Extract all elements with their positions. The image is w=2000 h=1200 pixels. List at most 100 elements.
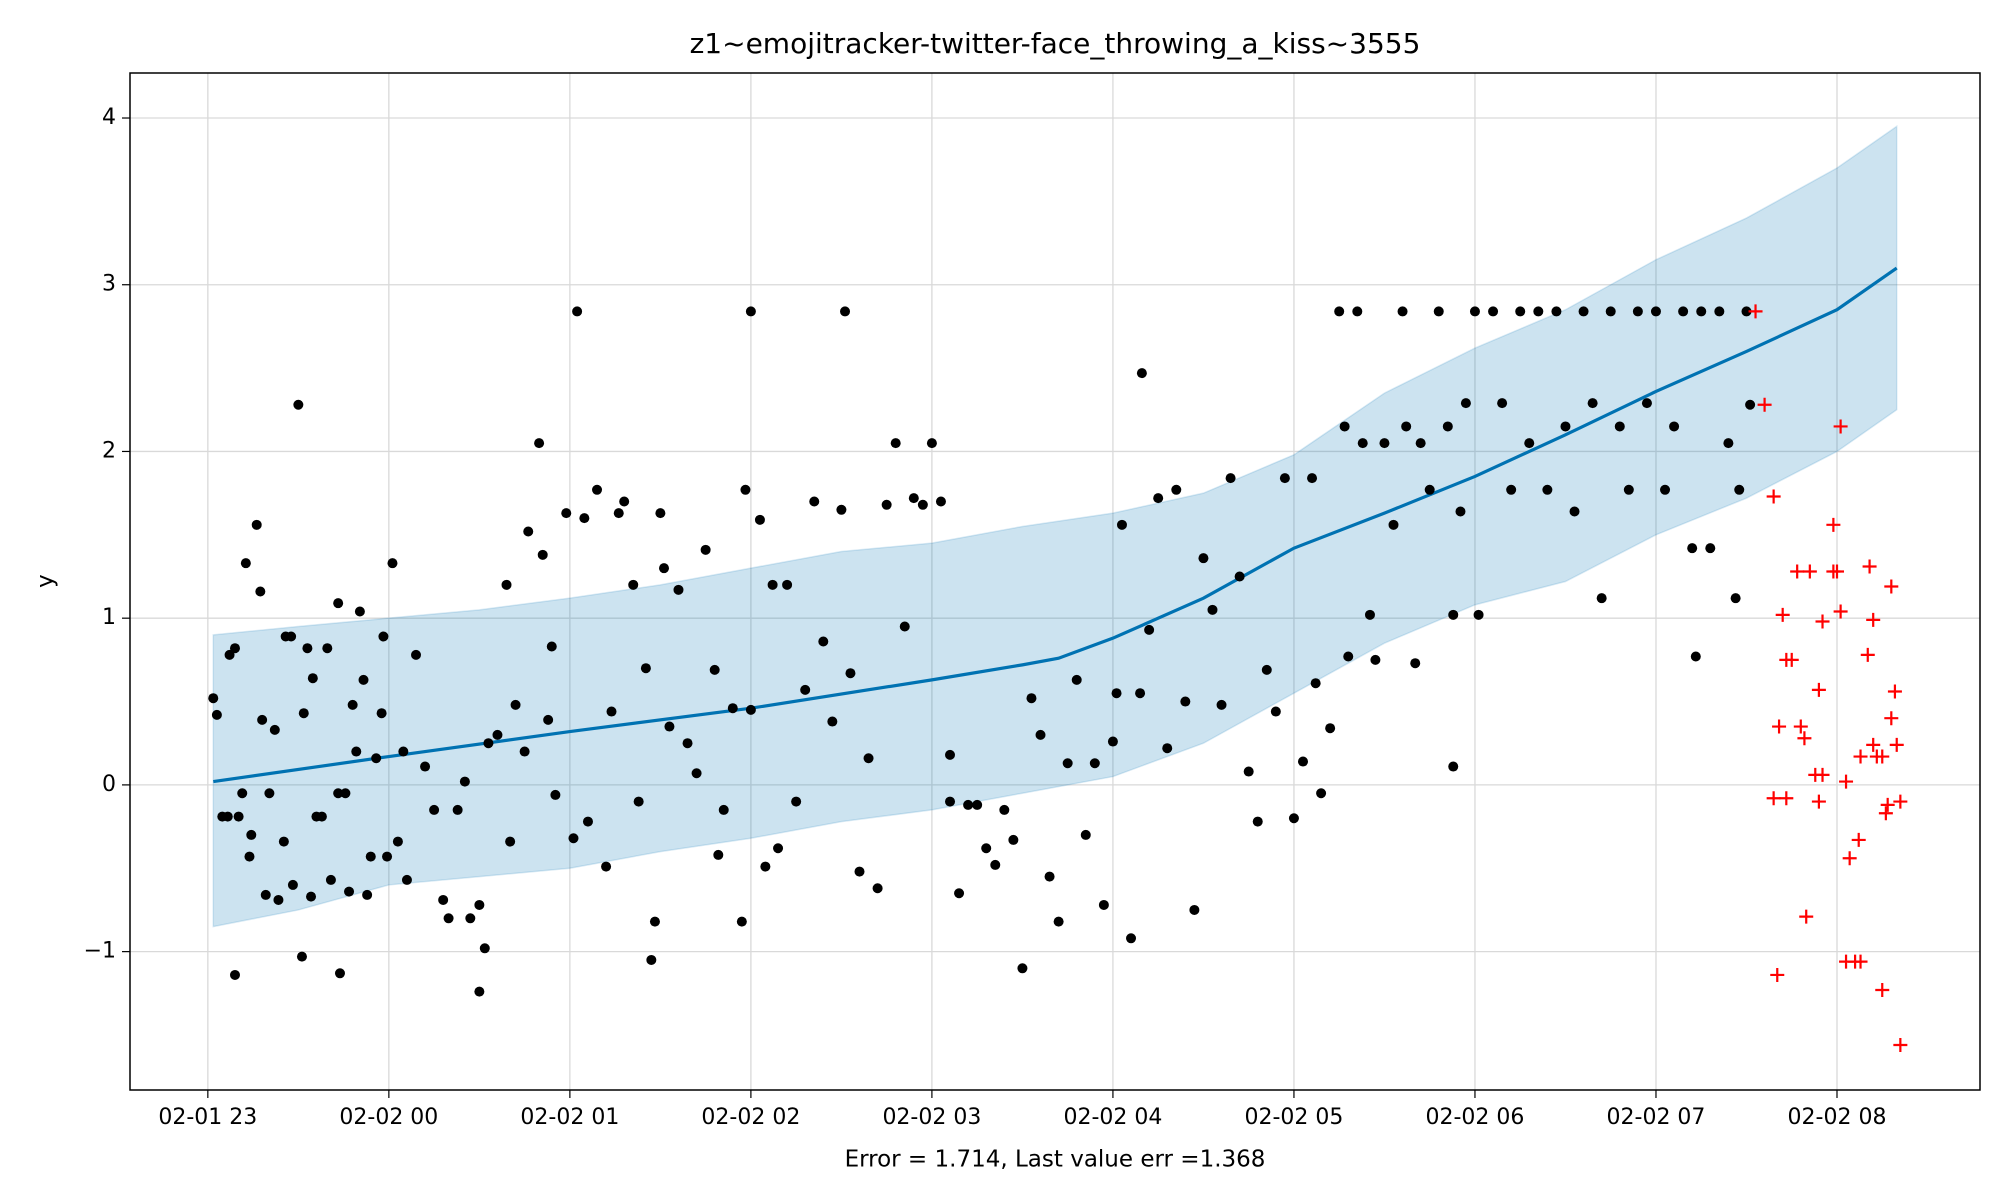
observed-point: [240, 558, 251, 569]
observed-point: [351, 746, 362, 757]
observed-point: [273, 894, 284, 905]
observed-point: [325, 874, 336, 885]
y-tick-label: 1: [102, 605, 116, 630]
test-point: [1766, 489, 1781, 504]
test-point: [1866, 612, 1881, 627]
observed-point: [840, 306, 851, 317]
observed-point: [1714, 306, 1725, 317]
x-tick-label: 02-02 08: [1788, 1105, 1887, 1130]
observed-point: [1741, 306, 1752, 317]
observed-point: [1460, 398, 1471, 409]
test-point: [1815, 767, 1830, 782]
observed-point: [222, 811, 233, 822]
observed-point: [582, 816, 593, 827]
observed-point: [1089, 758, 1100, 769]
observed-point: [376, 708, 387, 719]
observed-point: [229, 969, 240, 980]
observed-point: [255, 586, 266, 597]
observed-point: [740, 484, 751, 495]
observed-point: [640, 663, 651, 674]
test-point: [1839, 774, 1854, 789]
observed-point: [302, 643, 313, 654]
observed-point: [1288, 813, 1299, 824]
observed-point: [613, 508, 624, 519]
observed-point: [800, 684, 811, 695]
observed-point: [543, 714, 554, 725]
observed-point: [1111, 688, 1122, 699]
observed-point: [224, 649, 235, 660]
observed-point: [237, 788, 248, 799]
observed-point: [945, 796, 956, 807]
observed-point: [1745, 399, 1756, 410]
observed-point: [767, 579, 778, 590]
observed-point: [501, 579, 512, 590]
observed-point: [1171, 484, 1182, 495]
test-point: [1889, 737, 1904, 752]
observed-point: [1578, 306, 1589, 317]
test-point: [1893, 794, 1908, 809]
observed-point: [809, 496, 820, 507]
observed-point: [358, 674, 369, 685]
observed-point: [1189, 904, 1200, 915]
observed-point: [1261, 664, 1272, 675]
observed-point: [1162, 743, 1173, 754]
x-axis-label: Error = 1.714, Last value err =1.368: [845, 1147, 1266, 1173]
observed-point: [287, 879, 298, 890]
observed-point: [534, 438, 545, 449]
test-point: [1875, 982, 1890, 997]
observed-point: [1542, 484, 1553, 495]
test-point: [1851, 832, 1866, 847]
test-point: [1826, 517, 1841, 532]
observed-point: [1017, 963, 1028, 974]
observed-point: [568, 833, 579, 844]
observed-point: [1705, 543, 1716, 554]
observed-point: [1488, 306, 1499, 317]
observed-point: [659, 563, 670, 574]
observed-point: [1357, 438, 1368, 449]
observed-point: [791, 796, 802, 807]
observed-point: [1062, 758, 1073, 769]
test-point: [1797, 731, 1812, 746]
observed-point: [673, 584, 684, 595]
observed-point: [344, 886, 355, 897]
observed-point: [1310, 678, 1321, 689]
x-tick-label: 02-01 23: [158, 1105, 257, 1130]
observed-point: [1587, 398, 1598, 409]
observed-point: [1225, 473, 1236, 484]
observed-point: [354, 606, 365, 617]
observed-point: [1730, 593, 1741, 604]
observed-point: [459, 776, 470, 787]
test-point: [1772, 719, 1787, 734]
observed-point: [1153, 493, 1164, 504]
observed-point: [1623, 484, 1634, 495]
observed-point: [546, 641, 557, 652]
observed-point: [298, 708, 309, 719]
observed-point: [1641, 398, 1652, 409]
test-point: [1842, 851, 1857, 866]
observed-point: [1569, 506, 1580, 517]
observed-point: [365, 851, 376, 862]
plot-area: [208, 124, 1908, 1052]
observed-point: [1307, 473, 1318, 484]
observed-point: [1596, 593, 1607, 604]
observed-point: [1605, 306, 1616, 317]
observed-point: [269, 724, 280, 735]
observed-point: [592, 484, 603, 495]
observed-point: [474, 899, 485, 910]
observed-point: [382, 851, 393, 862]
observed-point: [371, 753, 382, 764]
observed-point: [601, 861, 612, 872]
forecast-line: [213, 266, 1898, 784]
observed-point: [438, 894, 449, 905]
observed-point: [211, 709, 222, 720]
x-tick-label: 02-02 04: [1063, 1105, 1162, 1130]
observed-point: [836, 504, 847, 515]
observed-point: [1270, 706, 1281, 717]
observed-point: [411, 649, 422, 660]
observed-point: [1098, 899, 1109, 910]
observed-point: [1107, 736, 1118, 747]
observed-point: [1234, 571, 1245, 582]
observed-point: [1297, 756, 1308, 767]
